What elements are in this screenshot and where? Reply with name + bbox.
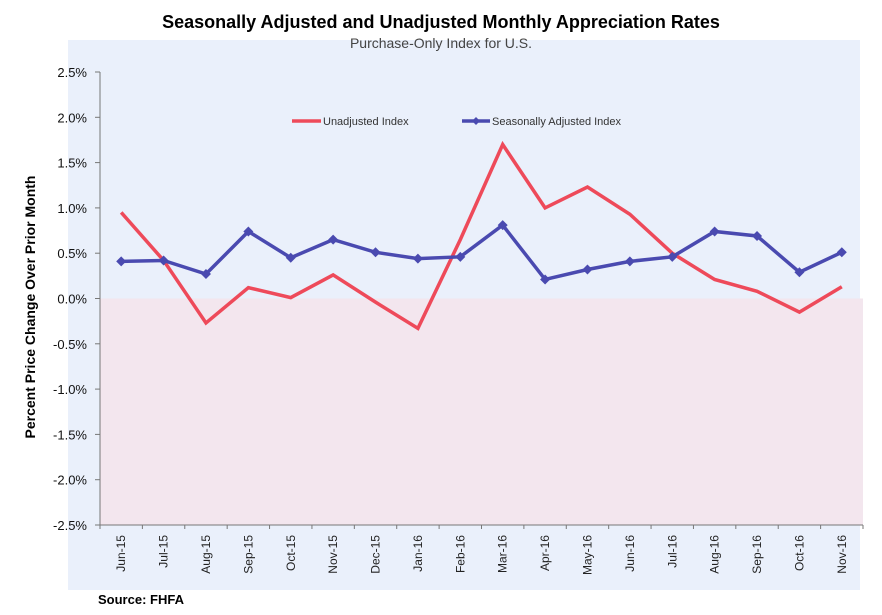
- y-tick-label: -2.5%: [53, 518, 87, 533]
- x-tick-label: Apr-16: [538, 535, 552, 571]
- series-line: [119, 140, 843, 331]
- legend-label: Unadjusted Index: [323, 116, 409, 128]
- x-tick-label: Jan-16: [411, 535, 425, 572]
- x-tick-label: Nov-15: [326, 535, 340, 574]
- y-tick-label: -0.5%: [53, 337, 87, 352]
- y-tick-label: 0.5%: [57, 246, 87, 261]
- x-tick-label: Nov-16: [835, 535, 849, 574]
- data-point-marker: [285, 252, 296, 263]
- x-axis: Jun-15 Jul-15 Aug-15 Sep-15 Oct-15 Nov-15 Dec-…: [99, 524, 864, 575]
- data-point-marker: [455, 251, 466, 262]
- x-tick-label: Aug-16: [708, 535, 722, 574]
- data-point-marker: [540, 274, 551, 285]
- x-tick-label: Jul-16: [665, 535, 679, 568]
- x-tick-label: Jul-15: [157, 535, 171, 568]
- series-line: [121, 222, 843, 282]
- data-point-marker: [328, 234, 339, 245]
- chart-title: Seasonally Adjusted and Unadjusted Month…: [162, 12, 720, 32]
- data-point-marker: [624, 256, 635, 267]
- y-axis: 2.5% 2.0% 1.5% 1.0% 0.5% 0.0% -0.5% -1.0% -1.5% -…: [53, 65, 101, 533]
- y-tick-label: -1.0%: [53, 382, 87, 397]
- data-point-marker: [836, 247, 847, 258]
- x-tick-label: Mar-16: [496, 535, 510, 573]
- x-tick-label: Aug-15: [199, 535, 213, 574]
- y-tick-label: 2.0%: [57, 110, 87, 125]
- x-tick-label: Sep-15: [241, 535, 255, 574]
- legend-label: Seasonally Adjusted Index: [492, 116, 622, 128]
- chart-subtitle: Purchase-Only Index for U.S.: [349, 35, 533, 51]
- y-tick-label: 2.5%: [57, 65, 87, 80]
- series-layer: [116, 140, 847, 331]
- x-tick-label: Jun-16: [623, 535, 637, 572]
- data-point-marker: [243, 226, 254, 237]
- y-tick-label: -2.0%: [53, 473, 87, 488]
- series-seasonally-adjusted-index: [116, 220, 847, 285]
- negative-region-shading: [100, 298, 863, 525]
- data-point-marker: [667, 251, 678, 262]
- x-tick-label: Feb-16: [453, 535, 467, 573]
- x-tick-label: Oct-16: [792, 535, 806, 571]
- legend: Unadjusted Index Seasonally Adjusted Inde…: [292, 116, 622, 128]
- data-point-marker: [582, 264, 593, 275]
- x-tick-label: Dec-15: [369, 535, 383, 574]
- data-point-marker: [794, 267, 805, 278]
- data-point-marker: [158, 255, 169, 266]
- y-tick-label: 1.5%: [57, 156, 87, 171]
- data-point-marker: [200, 269, 211, 280]
- data-point-marker: [709, 226, 720, 237]
- y-tick-label: -1.5%: [53, 427, 87, 442]
- data-point-marker: [370, 247, 381, 258]
- x-tick-label: Jun-15: [114, 535, 128, 572]
- data-point-marker: [412, 253, 423, 264]
- source-note: Source: FHFA: [98, 592, 184, 607]
- legend-item: Unadjusted Index: [292, 116, 409, 128]
- y-tick-label: 0.0%: [57, 292, 87, 307]
- x-tick-label: Sep-16: [750, 535, 764, 574]
- data-point-marker: [116, 256, 127, 267]
- legend-marker: [472, 117, 480, 125]
- legend-item: Seasonally Adjusted Index: [462, 116, 622, 128]
- x-tick-label: Oct-15: [284, 535, 298, 571]
- data-point-marker: [752, 230, 763, 241]
- series-unadjusted-index: [119, 140, 843, 331]
- data-point-marker: [497, 220, 508, 231]
- y-tick-label: 1.0%: [57, 201, 87, 216]
- x-tick-label: May-16: [580, 535, 594, 575]
